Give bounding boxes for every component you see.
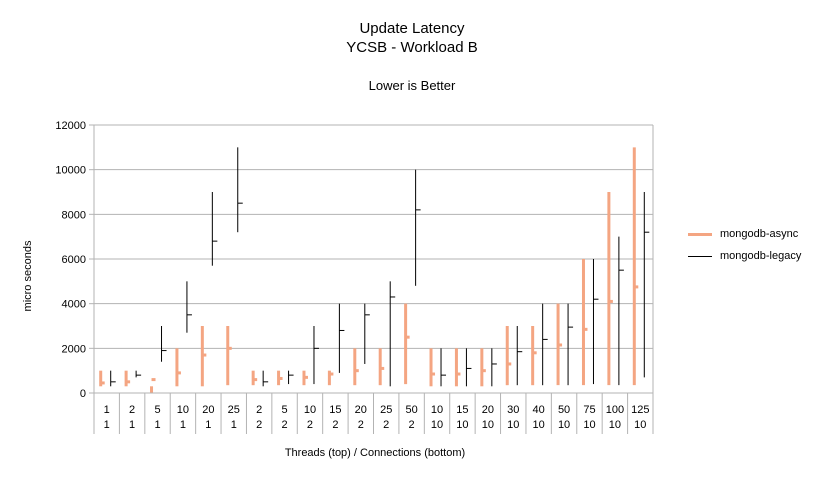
legend-swatch-legacy xyxy=(688,255,712,257)
x-tick-label-connections: 10 xyxy=(456,419,468,431)
x-tick-label-threads: 50 xyxy=(405,404,417,416)
x-tick-label-connections: 1 xyxy=(205,419,211,431)
x-tick-label-connections: 2 xyxy=(409,419,415,431)
legend-swatch-async xyxy=(688,232,712,236)
x-tick-label-connections: 10 xyxy=(482,419,494,431)
x-tick-label-connections: 10 xyxy=(507,419,519,431)
y-tick-label: 8000 xyxy=(62,209,86,221)
x-tick-label-connections: 1 xyxy=(154,419,160,431)
x-tick-label-threads: 5 xyxy=(154,404,160,416)
x-tick-label-threads: 25 xyxy=(228,404,240,416)
y-tick-label: 6000 xyxy=(62,254,86,266)
x-tick-label-threads: 100 xyxy=(606,404,624,416)
x-tick-label-connections: 10 xyxy=(431,419,443,431)
x-tick-label-connections: 2 xyxy=(332,419,338,431)
legend-item-legacy: mongodb-legacy xyxy=(688,245,801,267)
x-tick-label-connections: 10 xyxy=(533,419,545,431)
x-tick-label-threads: 2 xyxy=(129,404,135,416)
x-tick-label-threads: 2 xyxy=(256,404,262,416)
chart-note: Lower is Better xyxy=(368,78,456,93)
x-tick-label-threads: 20 xyxy=(482,404,494,416)
x-tick-label-connections: 2 xyxy=(282,419,288,431)
x-tick-label-threads: 25 xyxy=(380,404,392,416)
x-tick-label-threads: 10 xyxy=(431,404,443,416)
x-tick-label-connections: 2 xyxy=(256,419,262,431)
legend-label-legacy: mongodb-legacy xyxy=(720,250,802,262)
x-tick-label-threads: 125 xyxy=(631,404,649,416)
legend: mongodb-async mongodb-legacy xyxy=(688,223,801,267)
x-tick-label-connections: 2 xyxy=(307,419,313,431)
chart-title: Update Latency xyxy=(359,20,465,37)
x-tick-label-threads: 15 xyxy=(456,404,468,416)
x-tick-label-connections: 10 xyxy=(634,419,646,431)
x-axis-label: Threads (top) / Connections (bottom) xyxy=(284,447,466,459)
x-tick-label-threads: 50 xyxy=(558,404,570,416)
x-tick-label-threads: 5 xyxy=(282,404,288,416)
x-tick-label-connections: 1 xyxy=(129,419,135,431)
x-tick-label-connections: 10 xyxy=(583,419,595,431)
y-tick-label: 10000 xyxy=(55,165,86,177)
y-tick-label: 0 xyxy=(80,388,86,400)
y-tick-label: 2000 xyxy=(62,343,86,355)
x-tick-label-connections: 1 xyxy=(180,419,186,431)
x-tick-label-threads: 10 xyxy=(304,404,316,416)
x-tick-label-threads: 40 xyxy=(533,404,545,416)
y-axis-label: micro seconds xyxy=(22,240,34,312)
x-tick-label-connections: 2 xyxy=(358,419,364,431)
x-tick-label-connections: 10 xyxy=(609,419,621,431)
legend-item-async: mongodb-async xyxy=(688,223,801,245)
x-tick-label-threads: 20 xyxy=(202,404,214,416)
y-tick-label: 12000 xyxy=(55,120,86,132)
x-tick-label-threads: 30 xyxy=(507,404,519,416)
x-tick-label-threads: 10 xyxy=(177,404,189,416)
x-tick-label-threads: 15 xyxy=(329,404,341,416)
y-tick-label: 4000 xyxy=(62,299,86,311)
x-tick-label-connections: 2 xyxy=(383,419,389,431)
x-tick-label-threads: 75 xyxy=(583,404,595,416)
legend-label-async: mongodb-async xyxy=(720,228,799,240)
x-tick-label-threads: 20 xyxy=(355,404,367,416)
x-tick-label-connections: 1 xyxy=(231,419,237,431)
chart-subtitle: YCSB - Workload B xyxy=(346,39,478,56)
x-tick-label-connections: 1 xyxy=(104,419,110,431)
x-tick-label-threads: 1 xyxy=(104,404,110,416)
x-tick-label-connections: 10 xyxy=(558,419,570,431)
